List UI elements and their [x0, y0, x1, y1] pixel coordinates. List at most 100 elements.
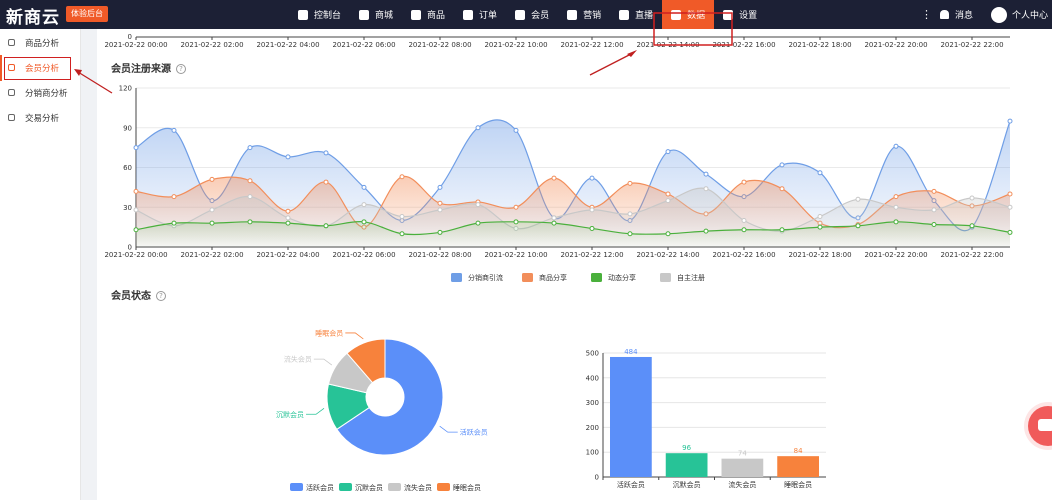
- series-point-2: [475, 220, 481, 226]
- series-line-2: [135, 221, 1011, 236]
- legend-label: 商品分享: [539, 273, 567, 282]
- series-point-1: [513, 204, 519, 210]
- series-point-1: [171, 194, 177, 200]
- target-icon: [8, 114, 15, 121]
- section-title-register: 会员注册来源?: [111, 60, 186, 75]
- gear-icon: [723, 9, 734, 20]
- nav-item-6[interactable]: 直播: [610, 0, 662, 29]
- bar-category-label: 活跃会员: [617, 480, 645, 489]
- series-point-0: [703, 171, 709, 177]
- sidebar-item-1[interactable]: 会员分析: [0, 55, 80, 80]
- nav-item-label: 直播: [635, 11, 654, 21]
- tryout-button[interactable]: 体验后台: [66, 6, 108, 22]
- pie-legend-swatch: [290, 483, 303, 491]
- x-tick-label: 2021-02-22 14:00: [636, 251, 699, 259]
- bar-value-label: 484: [624, 348, 638, 356]
- series-point-1: [323, 179, 329, 185]
- help-icon[interactable]: ?: [156, 291, 166, 301]
- status-title-text: 会员状态: [111, 291, 151, 302]
- y-tick-label: 60: [123, 164, 132, 172]
- series-point-2: [513, 219, 519, 225]
- bar-0: [610, 356, 652, 477]
- series-point-3: [209, 207, 215, 213]
- top-axis-zero: 0: [128, 33, 132, 41]
- sidebar: 商品分析会员分析分销商分析 交易分析: [0, 29, 81, 500]
- nav-item-1[interactable]: 商城: [350, 0, 402, 29]
- register-title-text: 会员注册来源: [111, 64, 171, 75]
- series-point-3: [665, 198, 671, 204]
- series-point-1: [247, 178, 253, 184]
- series-point-0: [589, 175, 595, 181]
- sidebar-item-2[interactable]: 分销商分析: [0, 80, 80, 105]
- annotation-box-nav: [653, 12, 733, 46]
- sidebar-item-0[interactable]: 商品分析: [0, 30, 80, 55]
- top-axis-label: 2021-02-22 00:00: [104, 41, 167, 49]
- user-center-link[interactable]: 个人中心: [1011, 11, 1048, 21]
- series-point-0: [513, 127, 519, 133]
- series-point-2: [931, 221, 937, 227]
- nav-item-2[interactable]: 商品: [402, 0, 454, 29]
- messages-link[interactable]: 消息: [954, 11, 973, 21]
- series-line-3: [135, 187, 1011, 232]
- pie-legend-label: 流失会员: [404, 483, 432, 492]
- bar-value-label: 74: [738, 450, 747, 458]
- series-point-2: [817, 224, 823, 230]
- nav-item-7[interactable]: 数据: [662, 0, 715, 29]
- series-point-2: [247, 219, 253, 225]
- pie-leader-line: [313, 358, 333, 366]
- series-point-2: [323, 223, 329, 229]
- avatar[interactable]: [990, 6, 1007, 23]
- series-point-1: [399, 174, 405, 180]
- series-point-2: [171, 220, 177, 226]
- nav-item-0[interactable]: 控制台: [289, 0, 350, 29]
- series-point-0: [133, 145, 139, 151]
- logo[interactable]: 新商云: [6, 8, 60, 28]
- more-icon[interactable]: ⋮: [920, 8, 932, 21]
- series-point-3: [437, 207, 443, 213]
- series-point-2: [133, 227, 139, 233]
- series-point-0: [437, 184, 443, 190]
- pie-label: 流失会员: [284, 355, 312, 364]
- series-point-3: [589, 207, 595, 213]
- series-point-1: [437, 200, 443, 206]
- top-axis-label: 2021-02-22 02:00: [180, 41, 243, 49]
- pie-slice-0: [336, 338, 444, 456]
- bar-y-tick-label: 300: [586, 399, 599, 407]
- series-point-0: [285, 154, 291, 160]
- series-point-3: [817, 214, 823, 220]
- series-point-3: [741, 218, 747, 223]
- x-tick-label: 2021-02-22 22:00: [940, 251, 1003, 259]
- sidebar-item-3[interactable]: 交易分析: [0, 105, 80, 130]
- x-tick-label: 2021-02-22 06:00: [332, 251, 395, 259]
- x-tick-label: 2021-02-22 10:00: [484, 251, 547, 259]
- x-tick-label: 2021-02-22 18:00: [788, 251, 851, 259]
- y-tick-label: 0: [128, 244, 132, 252]
- series-point-2: [855, 223, 861, 229]
- top-axis-label: 2021-02-22 10:00: [484, 41, 547, 49]
- bell-icon[interactable]: [939, 10, 949, 19]
- top-right-tools: ⋮ 消息 个人中心: [921, 0, 1052, 29]
- nav-item-label: 设置: [739, 11, 758, 21]
- nav-item-4[interactable]: 会员: [506, 0, 558, 29]
- bar-category-label: 睡眠会员: [784, 480, 812, 489]
- series-point-0: [475, 125, 481, 131]
- pie-legend-label: 睡眠会员: [453, 483, 481, 492]
- series-area-2: [136, 221, 1010, 247]
- series-point-0: [779, 162, 785, 168]
- series-point-0: [893, 143, 899, 149]
- nav-item-3[interactable]: 订单: [454, 0, 506, 29]
- bar-y-tick-label: 200: [586, 424, 599, 432]
- series-point-2: [893, 219, 899, 225]
- x-tick-label: 2021-02-22 04:00: [256, 251, 319, 259]
- nav-item-5[interactable]: 营销: [558, 0, 610, 29]
- nav-item-8[interactable]: 设置: [714, 0, 766, 29]
- series-point-3: [361, 202, 367, 208]
- help-icon[interactable]: ?: [176, 64, 186, 74]
- shop-icon: [359, 9, 370, 20]
- sidebar-item-label: 商品分析: [25, 38, 60, 49]
- series-point-1: [1007, 191, 1013, 197]
- x-tick-label: 2021-02-22 02:00: [180, 251, 243, 259]
- top-axis-label: 2021-02-22 16:00: [712, 41, 775, 49]
- x-tick-label: 2021-02-22 20:00: [864, 251, 927, 259]
- sidebar-item-label: 会员分析: [25, 63, 60, 74]
